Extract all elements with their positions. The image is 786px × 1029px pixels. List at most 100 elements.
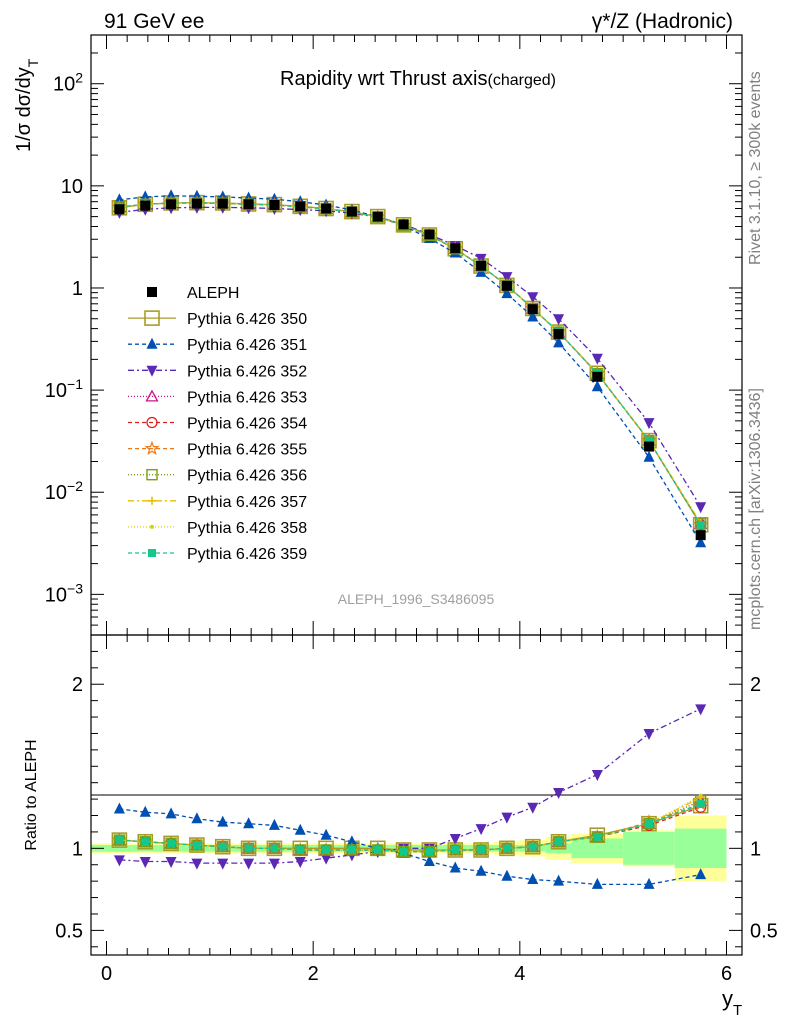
legend: ALEPH Pythia 6.426 350 Pythia 6.426 351 Pyt…: [128, 285, 307, 563]
ratio-ytick-label: 1: [72, 838, 83, 860]
ratio-series-point: [268, 858, 280, 870]
ratio-series-point: [165, 856, 177, 868]
legend-marker: [146, 365, 158, 377]
ratio-series-point: [528, 842, 537, 851]
legend-marker: [146, 469, 158, 481]
ratio-series-point: [501, 869, 513, 881]
main-data-points: [114, 198, 706, 541]
data-point: [140, 200, 151, 211]
legend-item: ALEPH: [147, 285, 239, 302]
ratio-series-point: [322, 845, 331, 854]
ratio-series-point: [477, 845, 486, 854]
data-point: [191, 198, 202, 209]
legend-item: Pythia 6.426 358: [128, 520, 307, 537]
data-point: [527, 304, 538, 315]
main-series-point: [695, 502, 707, 514]
data-point: [114, 204, 125, 215]
ratio-series-point: [141, 837, 150, 846]
ratio-series-point: [698, 793, 703, 798]
rivet-label: Rivet 3.1.10, ≥ 300k events: [747, 71, 764, 265]
ratio-series-point: [527, 873, 539, 885]
header-left: 91 GeV ee: [104, 10, 204, 33]
ratio-series-10: [115, 800, 705, 856]
main-series-point: [527, 310, 539, 322]
main-series-point: [591, 380, 603, 392]
legend-item: Pythia 6.426 350: [128, 310, 307, 328]
main-series-point: [527, 292, 539, 304]
ratio-series-point: [113, 855, 125, 867]
data-point: [217, 198, 228, 209]
data-point: [695, 530, 706, 541]
ratio-series-point: [554, 837, 563, 846]
main-series-point: [553, 314, 565, 326]
xtick-label: 2: [308, 963, 319, 985]
ratio-series-point: [399, 847, 408, 856]
data-point: [346, 206, 357, 217]
main-ytick-label: 102: [53, 70, 83, 96]
ratio-series-point: [643, 818, 655, 830]
data-point: [553, 328, 564, 339]
main-ytick-label: 10: [61, 176, 83, 198]
legend-label: Pythia 6.426 353: [187, 389, 307, 406]
legend-marker: [146, 337, 158, 349]
ratio-series-point: [268, 818, 280, 830]
legend-marker: [147, 287, 157, 297]
ratio-series-point: [296, 845, 305, 854]
legend-item: Pythia 6.426 355: [128, 440, 307, 459]
legend-label: Pythia 6.426 354: [187, 416, 307, 433]
xtick-label: 4: [514, 963, 525, 985]
legend-item: Pythia 6.426 354: [128, 416, 307, 433]
stat-uncertainty-band: [623, 831, 675, 865]
ratio-ytick-label: 0.5: [55, 920, 83, 942]
legend-marker: [144, 310, 160, 326]
ratio-series-point: [243, 858, 255, 870]
main-series-point: [553, 336, 565, 348]
ratio-ylabel: Ratio to ALEPH: [23, 739, 40, 850]
ratio-series-point: [217, 858, 229, 870]
ratio-series-point: [270, 844, 279, 853]
legend-marker: [146, 416, 158, 429]
ratio-series-point: [425, 847, 434, 856]
ratio-series-point: [643, 877, 655, 889]
data-point: [243, 199, 254, 210]
legend-label: Pythia 6.426 350: [187, 311, 307, 328]
legend-marker: [150, 524, 154, 529]
ratio-series-point: [192, 841, 201, 850]
data-point: [424, 229, 435, 240]
ratio-series-point: [347, 845, 356, 854]
xtick-label: 6: [721, 963, 732, 985]
watermark: ALEPH_1996_S3486095: [338, 591, 495, 607]
legend-label: Pythia 6.426 352: [187, 363, 307, 380]
ratio-series-point: [695, 704, 707, 716]
ratio-series-point: [243, 817, 255, 829]
legend-label: Pythia 6.426 351: [187, 337, 307, 354]
main-frame: [90, 34, 743, 636]
ratio-series-point: [502, 844, 511, 853]
main-series-point: [695, 536, 707, 548]
data-point: [398, 219, 409, 230]
main-series-point: [696, 520, 705, 529]
ratio-series-point: [591, 877, 603, 889]
legend-label: Pythia 6.426 359: [187, 546, 307, 563]
ratio-ytick-label-right: 2: [750, 674, 761, 696]
ratio-series-point: [553, 874, 565, 886]
ratio-series-point: [113, 802, 125, 814]
ratio-series-point: [167, 839, 176, 848]
legend-item: Pythia 6.426 353: [128, 389, 307, 406]
stat-uncertainty-band: [571, 838, 624, 859]
ratio-series-point: [320, 853, 332, 865]
main-ytick-label: 1: [72, 278, 83, 300]
ratio-series-point: [552, 836, 565, 848]
ratio-series-point: [139, 805, 151, 817]
data-point: [644, 441, 654, 452]
ratio-series-point: [449, 833, 461, 845]
data-point: [269, 199, 280, 210]
data-point: [476, 260, 487, 271]
legend-item: Pythia 6.426 356: [128, 468, 307, 485]
xtick-label: 0: [101, 963, 112, 985]
ratio-ytick-label: 2: [72, 674, 83, 696]
mcplots-label: mcplots.cern.ch [arXiv:1306.3436]: [747, 388, 764, 630]
ratio-series-point: [645, 819, 653, 828]
legend-label: Pythia 6.426 356: [187, 468, 307, 485]
ratio-series-point: [191, 812, 203, 824]
